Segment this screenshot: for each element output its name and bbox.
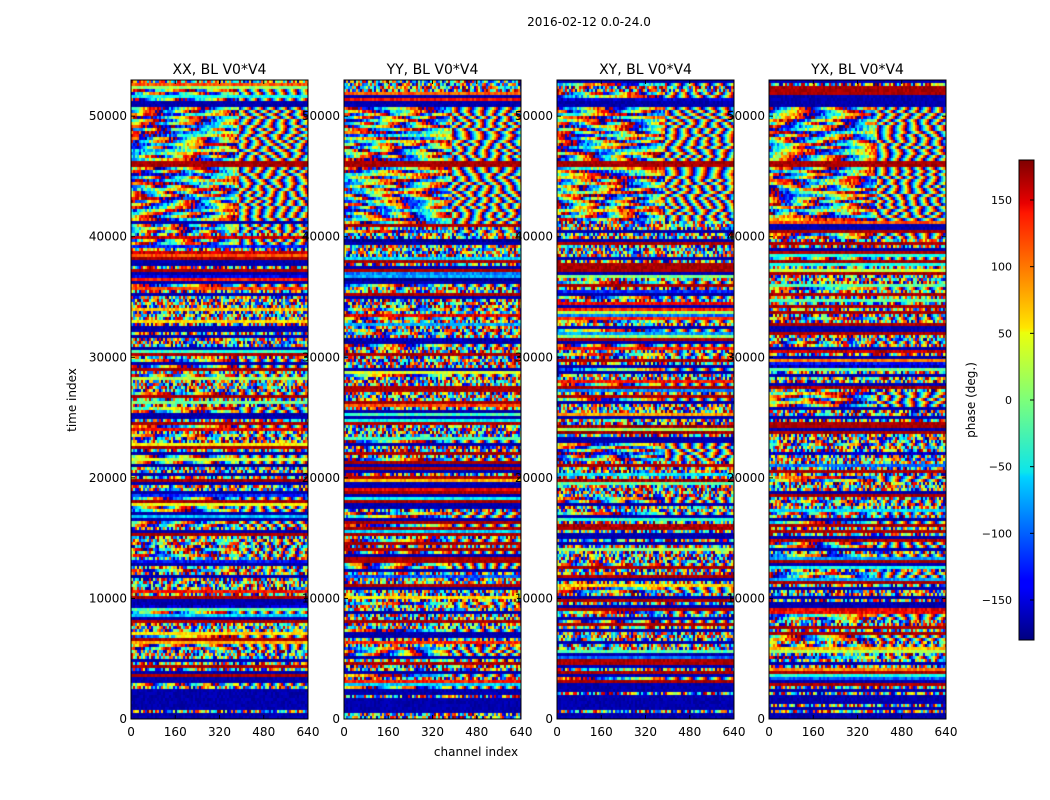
y-tick-label: 40000 xyxy=(89,230,127,244)
x-tick-label: 0 xyxy=(765,725,773,739)
panel-3: XY, BL V0*V4 0 160 320 480 640 0 10000 20000 3000… xyxy=(515,62,746,739)
x-tick-label: 320 xyxy=(634,725,657,739)
y-tick-label: 40000 xyxy=(515,230,553,244)
x-tick-label: 480 xyxy=(890,725,913,739)
colorbar-tick-label: −100 xyxy=(982,527,1012,540)
colorbar-tick-label: 100 xyxy=(991,261,1012,274)
x-tick-label: 640 xyxy=(723,725,746,739)
x-tick-label: 320 xyxy=(846,725,869,739)
x-tick-label: 480 xyxy=(678,725,701,739)
y-tick-label: 10000 xyxy=(515,591,553,605)
panel-1-title: XX, BL V0*V4 xyxy=(173,62,267,78)
panel-4: YX, BL V0*V4 0 160 320 480 640 0 10000 20000 3000… xyxy=(727,62,958,739)
y-tick-label: 0 xyxy=(545,712,553,726)
y-axis-label: time index xyxy=(65,368,79,432)
y-tick-label: 0 xyxy=(757,712,765,726)
y-tick-label: 50000 xyxy=(515,109,553,123)
x-tick-label: 640 xyxy=(935,725,958,739)
y-tick-label: 40000 xyxy=(727,230,765,244)
x-tick-label: 480 xyxy=(465,725,488,739)
x-tick-label: 320 xyxy=(208,725,231,739)
colorbar: −150 −100 −50 0 50 100 150 phase (deg.) xyxy=(964,159,1035,641)
y-tick-label: 30000 xyxy=(89,350,127,364)
y-tick-label: 50000 xyxy=(727,109,765,123)
panel-3-title: XY, BL V0*V4 xyxy=(599,62,692,78)
x-tick-label: 160 xyxy=(164,725,187,739)
x-axis-label: channel index xyxy=(434,745,518,759)
y-tick-label: 10000 xyxy=(727,591,765,605)
y-tick-label: 20000 xyxy=(727,471,765,485)
panel-1: XX, BL V0*V4 0 160 320 480 640 0 10000 20000 3000… xyxy=(89,62,320,739)
panel-2-title: YY, BL V0*V4 xyxy=(386,62,479,78)
x-tick-label: 0 xyxy=(553,725,561,739)
y-tick-label: 50000 xyxy=(302,109,340,123)
x-tick-label: 640 xyxy=(297,725,320,739)
y-tick-label: 20000 xyxy=(89,471,127,485)
x-tick-label: 0 xyxy=(127,725,135,739)
y-tick-label: 30000 xyxy=(515,350,553,364)
x-tick-label: 160 xyxy=(590,725,613,739)
x-tick-label: 640 xyxy=(510,725,533,739)
y-tick-label: 10000 xyxy=(302,591,340,605)
x-tick-label: 0 xyxy=(340,725,348,739)
x-tick-label: 320 xyxy=(421,725,444,739)
y-tick-label: 0 xyxy=(332,712,340,726)
colorbar-label: phase (deg.) xyxy=(964,362,978,438)
panel-4-title: YX, BL V0*V4 xyxy=(810,62,904,78)
panel-3-image xyxy=(557,80,734,719)
x-tick-label: 160 xyxy=(802,725,825,739)
panel-2-image xyxy=(344,80,521,719)
colorbar-tick-label: −50 xyxy=(989,461,1012,474)
panel-2: YY, BL V0*V4 0 160 320 480 640 0 10000 20000 3000… xyxy=(302,62,533,739)
colorbar-tick-label: 150 xyxy=(991,194,1012,207)
y-tick-label: 10000 xyxy=(89,591,127,605)
y-tick-label: 30000 xyxy=(302,350,340,364)
y-tick-label: 30000 xyxy=(727,350,765,364)
x-tick-label: 160 xyxy=(377,725,400,739)
panel-4-image xyxy=(769,80,946,719)
y-tick-label: 0 xyxy=(119,712,127,726)
y-tick-label: 20000 xyxy=(515,471,553,485)
colorbar-tick-label: −150 xyxy=(982,594,1012,607)
y-tick-label: 20000 xyxy=(302,471,340,485)
x-tick-label: 480 xyxy=(252,725,275,739)
figure-title: 2016-02-12 0.0-24.0 xyxy=(527,15,651,29)
colorbar-tick-label: 0 xyxy=(1005,394,1012,407)
colorbar-tick-label: 50 xyxy=(998,327,1012,340)
y-tick-label: 50000 xyxy=(89,109,127,123)
panel-1-image xyxy=(131,80,308,719)
y-tick-label: 40000 xyxy=(302,230,340,244)
